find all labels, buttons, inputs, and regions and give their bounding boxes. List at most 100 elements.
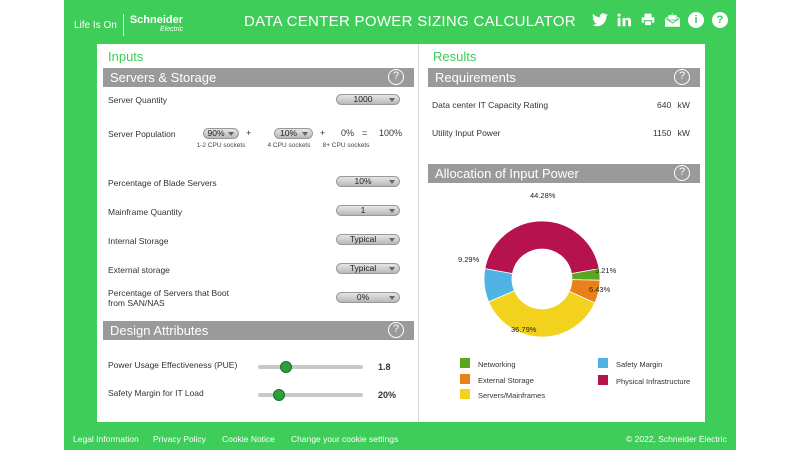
pue-slider-thumb[interactable] xyxy=(280,361,293,373)
server-quantity-value: 1000 xyxy=(353,94,373,104)
utility-power-unit: kW xyxy=(677,128,690,138)
chevron-down-icon xyxy=(389,296,395,300)
twitter-icon[interactable] xyxy=(592,12,608,28)
population-8-cpu-value: 0% xyxy=(341,128,355,138)
servers-storage-header: Servers & Storage ? xyxy=(103,68,414,87)
label-servers-pct: 36.79% xyxy=(511,325,537,334)
privacy-policy-link[interactable]: Privacy Policy xyxy=(153,434,206,444)
legend-swatch-safety-margin xyxy=(598,358,608,368)
brand-logo[interactable]: Life Is On Schneider Electric xyxy=(74,14,183,36)
results-column: Results Requirements ? Data center IT Ca… xyxy=(422,44,705,422)
internal-storage-select[interactable]: Typical xyxy=(336,234,400,245)
share-icons: i ? xyxy=(592,12,728,28)
servers-mainframes-slice xyxy=(488,290,596,338)
help-icon[interactable]: ? xyxy=(712,12,728,28)
label-physical-pct: 44.28% xyxy=(530,191,556,200)
chevron-down-icon xyxy=(228,132,234,136)
allocation-donut-chart xyxy=(483,220,601,338)
inputs-column: Inputs Servers & Storage ? Server Quanti… xyxy=(97,44,419,422)
chevron-down-icon xyxy=(389,180,395,184)
legal-information-link[interactable]: Legal Information xyxy=(73,434,139,444)
san-boot-label-line2: from SAN/NAS xyxy=(108,298,165,308)
blade-servers-select[interactable]: 10% xyxy=(336,176,400,187)
server-quantity-select[interactable]: 1000 xyxy=(336,94,400,105)
mainframe-quantity-value: 1 xyxy=(360,205,366,215)
main-panel: Inputs Servers & Storage ? Server Quanti… xyxy=(97,44,705,422)
cookie-settings-link[interactable]: Change your cookie settings xyxy=(291,434,399,444)
population-4-cpu-select[interactable]: 10% xyxy=(274,128,313,139)
legend-swatch-physical xyxy=(598,375,608,385)
brand-line1: Schneider xyxy=(129,14,183,26)
help-icon[interactable]: ? xyxy=(388,69,404,85)
pue-label: Power Usage Effectiveness (PUE) xyxy=(108,360,238,370)
it-capacity-value: 640 kW xyxy=(657,100,690,110)
plus-sign-2: + xyxy=(320,128,326,138)
chevron-down-icon xyxy=(389,98,395,102)
internal-storage-label: Internal Storage xyxy=(108,236,169,246)
design-attributes-title: Design Attributes xyxy=(110,323,209,338)
allocation-header: Allocation of Input Power ? xyxy=(428,164,700,183)
results-title: Results xyxy=(433,49,477,64)
safety-margin-value: 20% xyxy=(378,390,397,400)
server-quantity-label: Server Quantity xyxy=(108,95,168,105)
mainframe-quantity-select[interactable]: 1 xyxy=(336,205,400,216)
page-title: DATA CENTER POWER SIZING CALCULATOR xyxy=(244,13,576,30)
external-storage-label: External storage xyxy=(108,265,170,275)
population-total: 100% xyxy=(379,128,403,138)
chevron-down-icon xyxy=(389,267,395,271)
safety-margin-slice xyxy=(483,268,515,303)
requirements-header: Requirements ? xyxy=(428,68,700,87)
chevron-down-icon xyxy=(389,209,395,213)
san-boot-select[interactable]: 0% xyxy=(336,292,400,303)
safety-margin-slider-thumb[interactable] xyxy=(273,389,285,401)
servers-storage-title: Servers & Storage xyxy=(110,70,217,85)
external-storage-select[interactable]: Typical xyxy=(336,263,400,274)
chevron-down-icon xyxy=(302,132,308,136)
san-boot-value: 0% xyxy=(356,292,370,302)
blade-servers-value: 10% xyxy=(354,176,372,186)
cookie-notice-link[interactable]: Cookie Notice xyxy=(222,434,275,444)
inputs-title: Inputs xyxy=(108,49,144,64)
physical-infrastructure-slice xyxy=(484,220,600,275)
label-safety-pct: 9.29% xyxy=(458,255,480,264)
mainframe-quantity-label: Mainframe Quantity xyxy=(108,207,183,217)
print-icon[interactable] xyxy=(640,12,656,28)
allocation-title: Allocation of Input Power xyxy=(435,166,579,181)
label-networking-pct: 3.21% xyxy=(595,266,617,275)
tagline: Life Is On xyxy=(74,19,117,31)
pue-slider[interactable] xyxy=(258,365,363,369)
utility-power-value: 1150 kW xyxy=(653,128,690,138)
linkedin-icon[interactable] xyxy=(616,12,632,28)
external-storage-value: Typical xyxy=(349,263,377,273)
utility-power-number: 1150 xyxy=(653,128,672,138)
population-1-2-cpu-select[interactable]: 90% xyxy=(203,128,239,139)
legend-servers: Servers/Mainframes xyxy=(478,391,546,400)
utility-power-label: Utility Input Power xyxy=(432,128,501,138)
info-icon[interactable]: i xyxy=(688,12,704,28)
server-population-label: Server Population xyxy=(108,129,176,139)
label-external-pct: 6.43% xyxy=(589,285,611,294)
footer: Legal Information Privacy Policy Cookie … xyxy=(64,422,736,450)
help-icon[interactable]: ? xyxy=(388,322,404,338)
san-boot-label-line1: Percentage of Servers that Boot xyxy=(108,288,229,298)
legend-safety-margin: Safety Margin xyxy=(616,360,663,369)
copyright: © 2022, Schneider Electric xyxy=(626,434,727,444)
equals-sign: = xyxy=(362,128,368,138)
legend-swatch-servers xyxy=(460,389,470,399)
legend-external-storage: External Storage xyxy=(478,376,534,385)
population-8-cpu-caption: 8+ CPU sockets xyxy=(322,142,370,149)
safety-margin-slider[interactable] xyxy=(258,393,363,397)
internal-storage-value: Typical xyxy=(349,234,377,244)
pue-value: 1.8 xyxy=(378,362,391,372)
it-capacity-number: 640 xyxy=(657,100,672,110)
top-bar: Life Is On Schneider Electric DATA CENTE… xyxy=(64,0,736,44)
email-icon[interactable] xyxy=(664,12,680,28)
population-1-2-cpu-caption: 1-2 CPU sockets xyxy=(196,142,246,149)
legend-swatch-external-storage xyxy=(460,374,470,384)
population-4-cpu-caption: 4 CPU sockets xyxy=(267,142,311,149)
help-icon[interactable]: ? xyxy=(674,69,690,85)
chevron-down-icon xyxy=(389,238,395,242)
help-icon[interactable]: ? xyxy=(674,165,690,181)
brand-divider xyxy=(122,14,124,36)
schneider-logo: Schneider Electric xyxy=(130,15,183,35)
